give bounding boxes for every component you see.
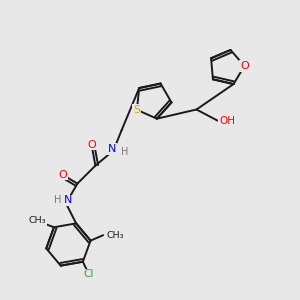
Text: H: H	[54, 195, 61, 206]
Text: O: O	[240, 61, 249, 71]
Text: CH₃: CH₃	[28, 216, 46, 225]
Text: O: O	[58, 169, 67, 180]
Text: H: H	[121, 147, 128, 157]
Text: N: N	[64, 195, 73, 206]
Text: Cl: Cl	[84, 269, 94, 279]
Text: O: O	[87, 140, 96, 150]
Text: S: S	[133, 105, 140, 115]
Text: N: N	[108, 144, 116, 154]
Text: OH: OH	[219, 116, 235, 126]
Text: CH₃: CH₃	[107, 231, 124, 240]
